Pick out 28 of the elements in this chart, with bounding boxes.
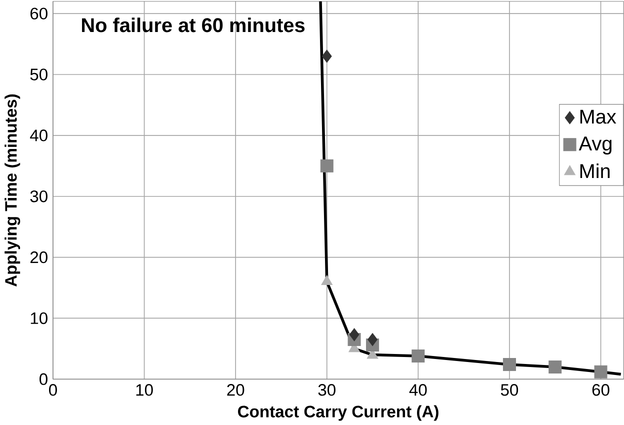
point [320, 159, 334, 172]
point [412, 349, 425, 362]
y-tick-label: 20 [30, 251, 48, 263]
x-tick-label: 30 [318, 384, 336, 396]
x-tick-label: 10 [136, 384, 153, 396]
y-tick-label: 60 [30, 8, 48, 20]
x-axis-title: Contact Carry Current (A) [238, 405, 438, 421]
point [594, 365, 608, 378]
x-tick-label: 40 [409, 384, 427, 396]
x-tick-label: 20 [227, 384, 244, 396]
annotation: No failure at 60 minutes [82, 17, 305, 32]
point [502, 358, 516, 371]
y-tick-label: 0 [40, 373, 48, 385]
point [368, 332, 378, 346]
point [548, 360, 562, 374]
x-tick-label: 50 [500, 384, 518, 396]
y-tick-label: 10 [30, 312, 48, 324]
legend-label: Min [580, 163, 610, 178]
legend-label: Avg [578, 136, 612, 154]
x-tick-label: 60 [592, 384, 610, 396]
point [322, 50, 332, 63]
x-tick-label: 0 [49, 384, 57, 396]
y-axis-title: Applying Time (minutes) [4, 94, 20, 286]
y-tick-label: 30 [30, 190, 48, 202]
y-tick-label: 50 [30, 68, 48, 80]
point [349, 328, 360, 341]
y-tick-label: 40 [30, 129, 48, 142]
legend-label: Max [580, 110, 616, 124]
